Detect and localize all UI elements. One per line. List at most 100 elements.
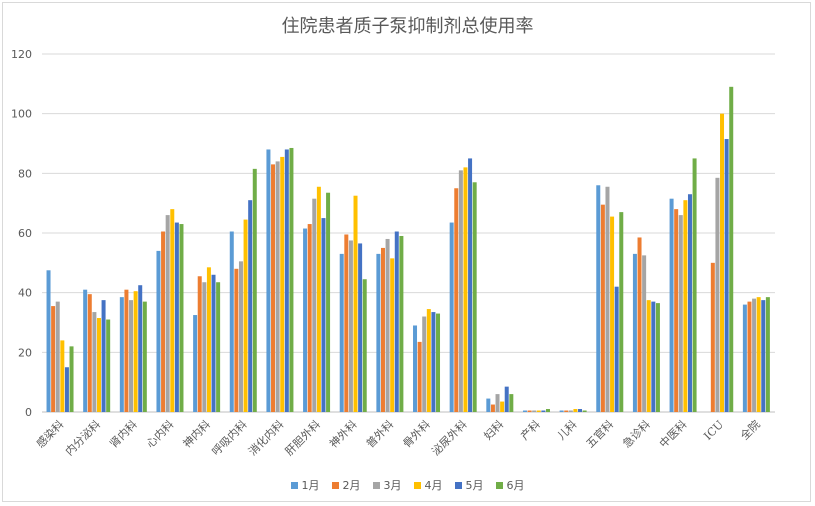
x-tick-label: 肾内科 [107, 417, 140, 450]
bar [747, 301, 752, 412]
x-tick-label: 神内科 [180, 417, 213, 450]
legend-label: 4月 [424, 479, 443, 492]
legend-item: 3月 [372, 477, 402, 493]
bar [229, 231, 234, 412]
x-tick-label: 神外科 [326, 417, 359, 450]
bar [610, 216, 615, 412]
bar [564, 410, 569, 412]
bar [358, 243, 363, 412]
bar [724, 139, 729, 412]
legend-label: 1月 [301, 479, 320, 492]
bar [197, 276, 202, 412]
bar [399, 235, 404, 412]
x-tick-label: 五官科 [583, 417, 616, 450]
bar [60, 340, 65, 412]
bar [339, 253, 344, 412]
x-tick-label: 心内科 [143, 417, 176, 450]
bar [454, 188, 459, 412]
bar [614, 286, 619, 412]
x-tick-label: 急诊科 [620, 417, 653, 450]
x-tick-label: ICU [701, 418, 726, 443]
bar [170, 209, 175, 412]
bar [101, 300, 106, 413]
bar [106, 319, 111, 412]
bar [500, 401, 505, 412]
bar [472, 182, 477, 412]
bar [674, 209, 679, 412]
bar [463, 167, 468, 412]
bar [280, 156, 285, 412]
bar [504, 386, 509, 412]
bar [490, 404, 495, 412]
bar [710, 262, 715, 412]
bar [527, 410, 532, 412]
chart-title: 住院患者质子泵抑制剂总使用率 [281, 16, 534, 37]
bar [413, 325, 418, 412]
x-tick-label: 泌尿外科 [429, 417, 470, 458]
x-tick-label: 内分泌科 [62, 417, 103, 458]
bar [417, 341, 422, 412]
bar [655, 303, 660, 412]
bar [426, 309, 431, 412]
x-tick-label: 消化内科 [245, 417, 286, 458]
y-tick-label: 40 [18, 287, 32, 300]
bar [637, 237, 642, 412]
bar [216, 282, 221, 412]
bar [266, 149, 271, 412]
bar [179, 224, 184, 412]
bar [756, 297, 761, 412]
bar [541, 410, 546, 412]
bar [312, 198, 317, 412]
bar [449, 222, 454, 412]
bar [559, 410, 564, 412]
bar [156, 250, 161, 412]
bar [729, 86, 734, 412]
bar [129, 300, 134, 413]
bar [742, 304, 747, 412]
bar [362, 279, 367, 412]
x-tick-label: 呼吸内科 [209, 417, 250, 458]
bar [692, 158, 697, 412]
y-tick-label: 100 [11, 108, 32, 121]
bar [55, 301, 60, 412]
legend-label: 3月 [383, 479, 402, 492]
bar [545, 409, 550, 412]
legend-swatch [290, 482, 298, 489]
bar [284, 149, 289, 412]
bar [119, 297, 124, 412]
bar [761, 300, 766, 413]
x-tick-label: 全院 [737, 417, 762, 442]
legend-swatch [495, 482, 503, 489]
legend-label: 5月 [465, 479, 484, 492]
bar [206, 267, 211, 412]
bar [69, 346, 74, 412]
bar [468, 158, 473, 412]
bar [509, 394, 514, 412]
bar [344, 234, 349, 412]
y-tick-label: 60 [18, 227, 32, 240]
bar [687, 194, 692, 412]
bar [632, 253, 637, 412]
bar [600, 204, 605, 412]
bar [234, 268, 239, 412]
legend-item: 6月 [495, 477, 525, 493]
bar [202, 282, 207, 412]
bar [380, 247, 385, 412]
bar [193, 315, 198, 412]
bar [683, 200, 688, 412]
bar [646, 300, 651, 413]
bar [307, 224, 312, 412]
bar [532, 410, 537, 412]
bar [133, 291, 138, 412]
bar [578, 409, 583, 412]
bar [96, 318, 101, 412]
y-tick-label: 80 [18, 167, 32, 180]
bar [64, 367, 69, 412]
bar [486, 398, 491, 412]
bar [353, 195, 358, 412]
bar [51, 306, 56, 412]
x-tick-label: 妇科 [481, 417, 506, 442]
legend-label: 6月 [506, 479, 525, 492]
bar [765, 297, 770, 412]
legend-swatch [372, 482, 380, 489]
